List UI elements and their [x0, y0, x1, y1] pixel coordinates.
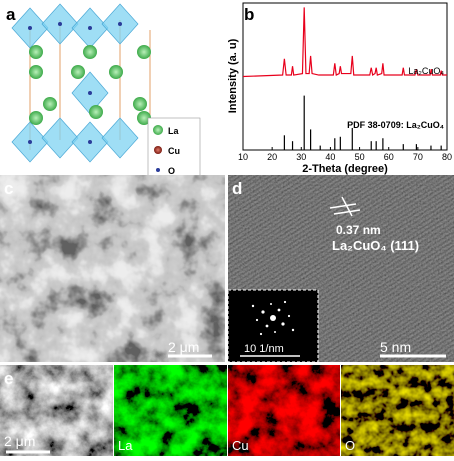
d-spacing: 0.37 nm: [336, 223, 381, 237]
legend-label: La: [168, 126, 179, 136]
x-tick-label: 20: [267, 152, 277, 162]
series-label: La₂CuO₄: [408, 66, 444, 76]
la-map: [114, 365, 227, 456]
crystal-structure: [11, 3, 201, 179]
cu-map: [228, 365, 340, 456]
xrd-chart: 2-Theta (degree) Intensity (a. u) 10 20 30…: [227, 2, 452, 175]
haadf-image: [0, 365, 113, 456]
legend-label: Cu: [168, 146, 180, 156]
saed-inset: [227, 289, 319, 363]
x-tick-label: 80: [442, 152, 452, 162]
panel-label: a: [6, 5, 16, 24]
x-axis-label: 2-Theta (degree): [302, 163, 388, 175]
x-tick-label: 40: [325, 152, 335, 162]
series-label: PDF 38-0709: La₂CuO₄: [347, 120, 444, 130]
scale-label: 5 nm: [380, 339, 411, 355]
lattice-plane: La₂CuO₄ (111): [332, 238, 419, 253]
xrd-curve: [242, 7, 447, 78]
y-axis-label: Intensity (a. u): [227, 38, 239, 113]
scale-label: 2 μm: [4, 433, 35, 449]
o-map: [341, 365, 454, 456]
x-tick-label: 50: [355, 152, 365, 162]
x-tick-label: 70: [413, 152, 423, 162]
map-label: La: [118, 438, 133, 453]
scale-label: 2 μm: [168, 339, 199, 355]
x-tick-label: 30: [296, 152, 306, 162]
x-tick-label: 60: [384, 152, 394, 162]
x-tick-label: 10: [238, 152, 248, 162]
scale-label: 10 1/nm: [244, 343, 284, 355]
panel-label: c: [4, 179, 13, 198]
map-label: Cu: [232, 438, 249, 453]
lattice-marker: [329, 196, 361, 217]
legend-label: O: [168, 166, 175, 176]
map-label: O: [345, 438, 355, 453]
panel-label: d: [232, 179, 242, 198]
panel-label: e: [4, 369, 13, 388]
panel-label: b: [244, 5, 254, 24]
sem-image: [0, 175, 225, 362]
